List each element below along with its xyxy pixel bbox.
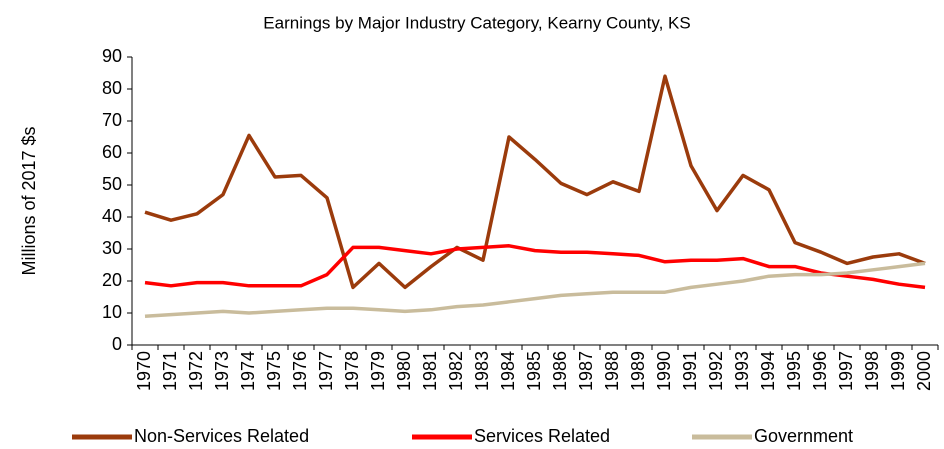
x-tick-label: 1981 [420,351,440,391]
x-tick-label: 1978 [342,351,362,391]
legend-label: Non-Services Related [134,426,309,446]
x-tick-label: 1998 [862,351,882,391]
y-axis-label: Millions of 2017 $s [19,126,39,275]
x-tick-label: 1970 [134,351,154,391]
x-tick-label: 1983 [472,351,492,391]
x-tick-label: 1971 [160,351,180,391]
y-tick-label: 80 [102,78,122,98]
y-tick-label: 0 [112,334,122,354]
y-tick-label: 60 [102,142,122,162]
x-tick-label: 1990 [654,351,674,391]
x-tick-label: 1994 [758,351,778,391]
x-tick-label: 1974 [238,351,258,391]
x-tick-label: 1973 [212,351,232,391]
x-tick-label: 1999 [888,351,908,391]
x-tick-label: 1993 [732,351,752,391]
x-tick-label: 1982 [446,351,466,391]
x-tick-label: 1992 [706,351,726,391]
x-tick-label: 1996 [810,351,830,391]
x-tick-label: 1972 [186,351,206,391]
line-series [144,74,926,290]
y-tick-label: 30 [102,238,122,258]
x-tick-label: 1991 [680,351,700,391]
x-tick-label: 1995 [784,351,804,391]
y-tick-label: 70 [102,110,122,130]
y-tick-label: 40 [102,206,122,226]
x-tick-label: 1987 [576,351,596,391]
x-tick-label: 1976 [290,351,310,391]
y-tick-label: 10 [102,302,122,322]
legend-label: Services Related [474,426,610,446]
x-tick-label: 1980 [394,351,414,391]
x-tick-label: 1989 [628,351,648,391]
x-tick-label: 1984 [498,351,518,391]
x-tick-label: 2000 [914,351,934,391]
x-tick-label: 1979 [368,351,388,391]
chart-title: Earnings by Major Industry Category, Kea… [263,13,690,32]
line-series [144,261,926,318]
x-tick-label: 1977 [316,351,336,391]
legend-label: Government [754,426,853,446]
x-tick-label: 1997 [836,351,856,391]
x-tick-label: 1988 [602,351,622,391]
y-tick-label: 50 [102,174,122,194]
x-tick-label: 1985 [524,351,544,391]
x-tick-label: 1986 [550,351,570,391]
x-tick-label: 1975 [264,351,284,391]
y-tick-label: 90 [102,46,122,66]
y-tick-label: 20 [102,270,122,290]
line-series [144,244,926,290]
